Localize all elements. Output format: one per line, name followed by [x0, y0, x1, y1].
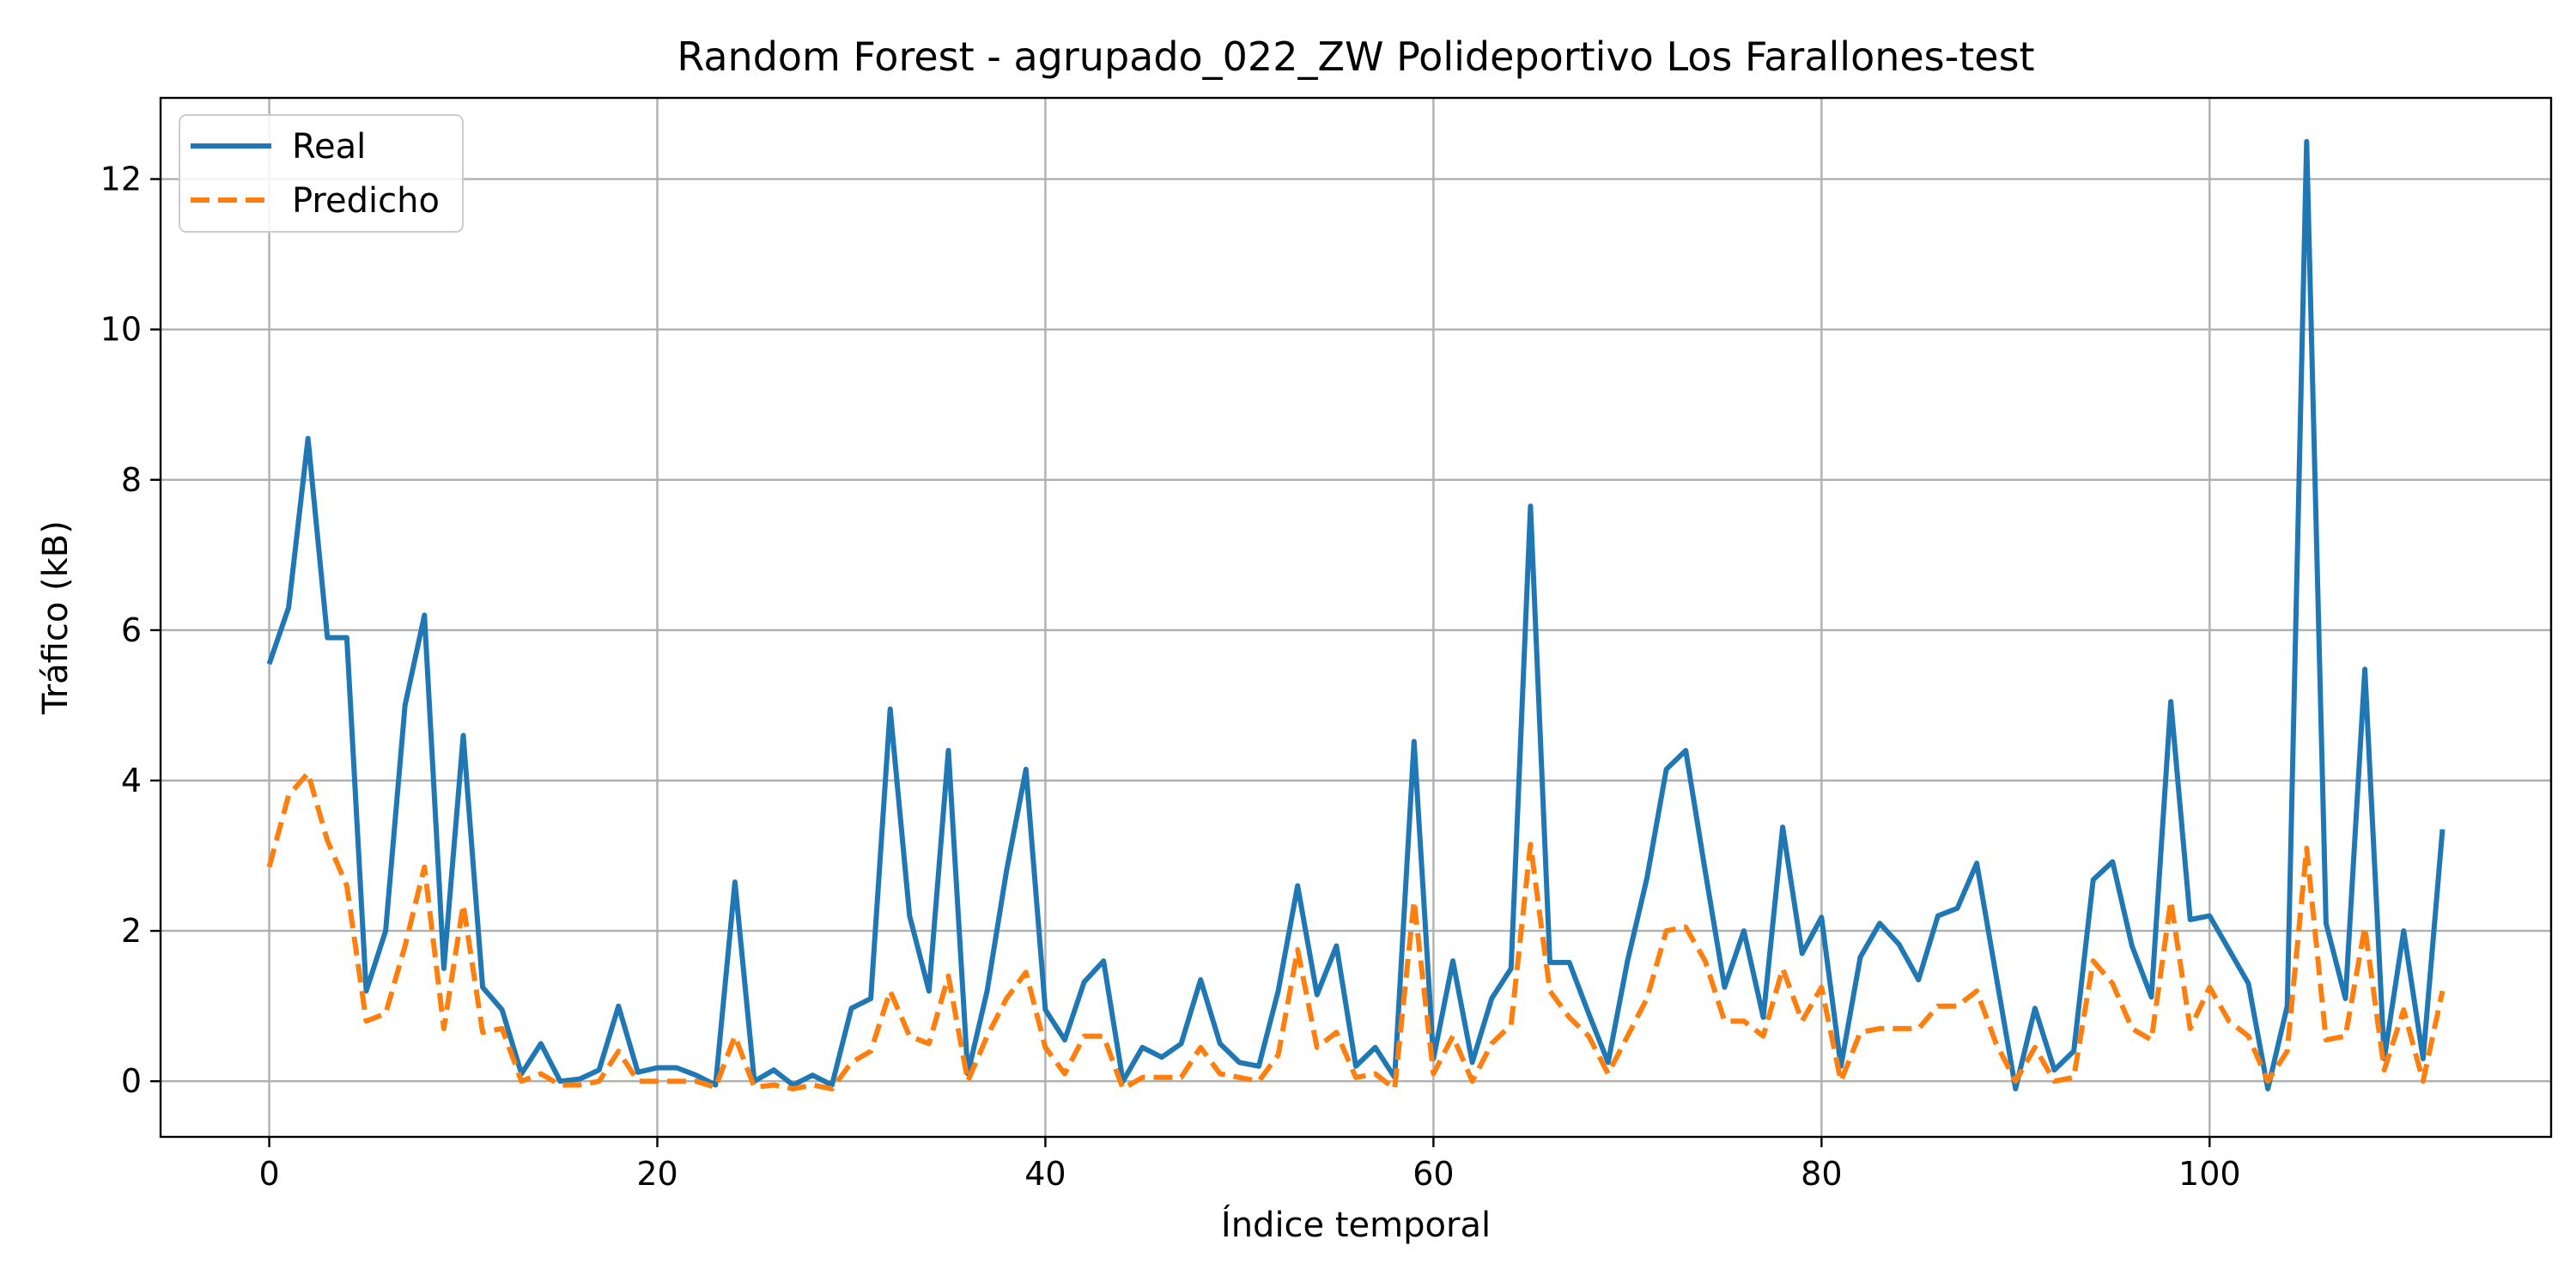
y-tick-label: 4	[121, 762, 142, 799]
x-tick-label: 80	[1801, 1155, 1842, 1193]
x-tick-label: 20	[636, 1155, 677, 1193]
axis-ticks: 0 20 40 60 80 100 0 2 4 6 8 10 12	[100, 161, 2241, 1193]
y-axis-label: Tráfico (kB)	[36, 520, 76, 715]
legend: Real Predicho	[179, 114, 464, 233]
y-tick-label: 0	[121, 1062, 142, 1100]
x-tick-label: 0	[258, 1155, 279, 1193]
x-tick-label: 100	[2178, 1155, 2241, 1193]
y-tick-label: 6	[121, 611, 142, 649]
y-tick-label: 2	[121, 912, 142, 950]
x-axis-label: Índice temporal	[1221, 1204, 1491, 1245]
plot-area-frame	[159, 96, 2553, 1139]
series-layer	[266, 138, 2445, 1091]
series-line-real	[266, 138, 2445, 1091]
x-tick-label: 40	[1024, 1155, 1066, 1193]
chart-title: Random Forest - agrupado_022_ZW Polidepo…	[677, 33, 2034, 80]
y-tick-label: 12	[100, 161, 142, 198]
x-tick-label: 60	[1413, 1155, 1454, 1193]
series-line-predicho	[266, 770, 2445, 1091]
grid-lines	[161, 98, 2551, 1137]
y-tick-label: 8	[121, 461, 142, 499]
y-tick-label: 10	[100, 311, 142, 349]
legend-label-real: Real	[292, 127, 366, 167]
legend-label-predicho: Predicho	[292, 181, 440, 221]
